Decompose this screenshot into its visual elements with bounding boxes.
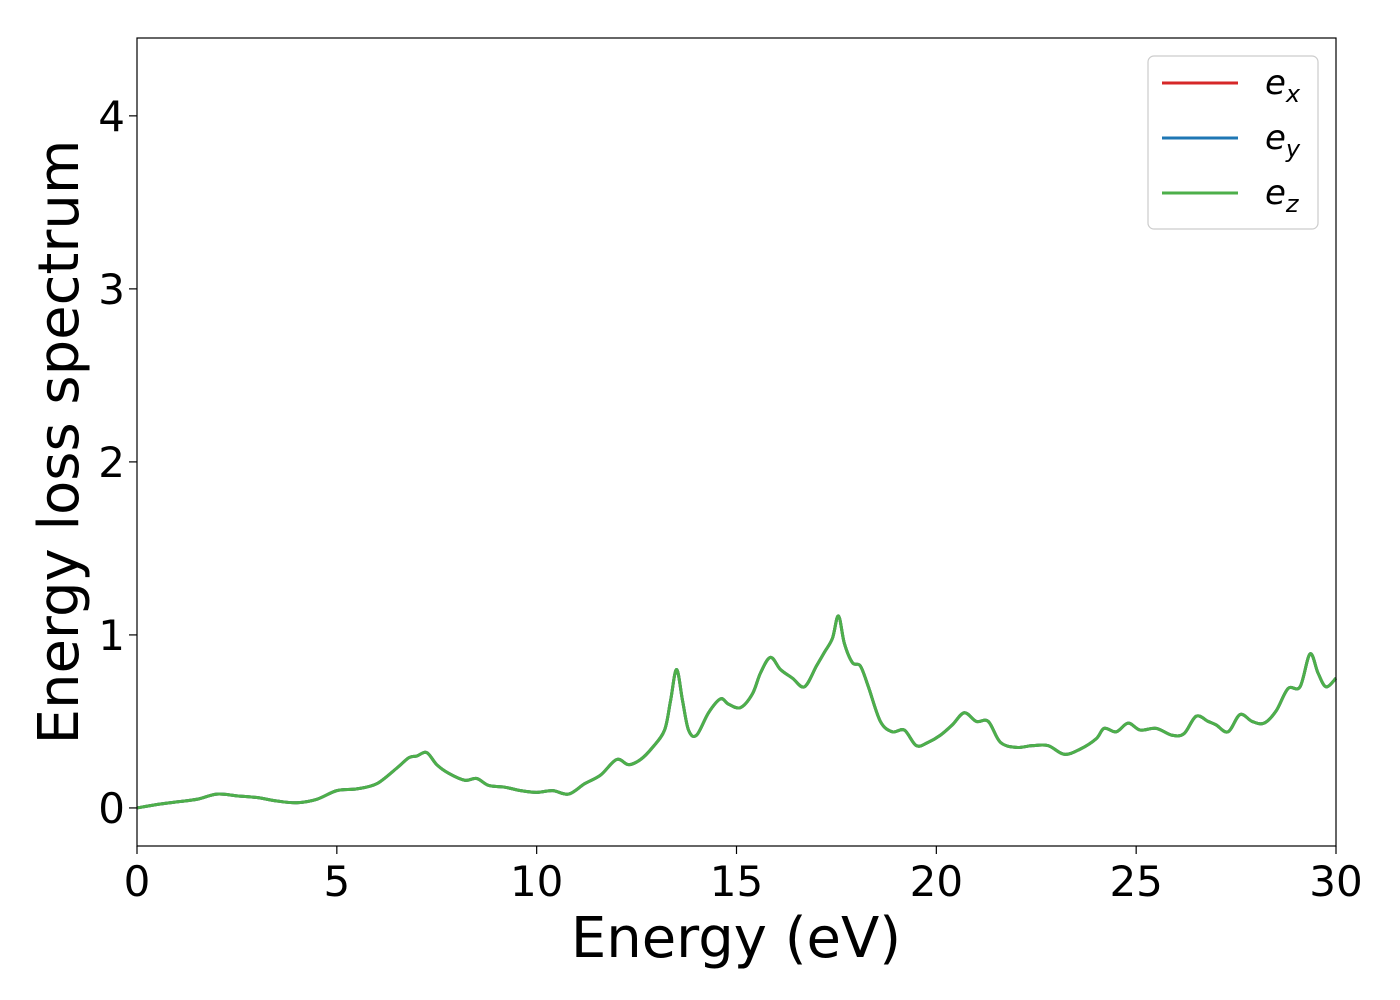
legend: ex ey ez bbox=[1147, 55, 1319, 230]
y-tick-label: 0 bbox=[98, 784, 125, 833]
y-tick-label: 1 bbox=[98, 611, 125, 660]
x-tick-label: 15 bbox=[710, 857, 763, 906]
legend-label-z: ez bbox=[1265, 173, 1300, 218]
x-tick-label: 10 bbox=[510, 857, 563, 906]
legend-label-y: ey bbox=[1265, 118, 1301, 163]
x-axis-label: Energy (eV) bbox=[571, 906, 901, 971]
y-tick-label: 2 bbox=[98, 438, 125, 487]
x-tick-label: 30 bbox=[1309, 857, 1362, 906]
legend-label-x: ex bbox=[1265, 63, 1301, 108]
y-tick-label: 4 bbox=[98, 92, 125, 141]
series-line-ez bbox=[136, 614, 1338, 810]
x-tick-label: 20 bbox=[910, 857, 963, 906]
x-tick-label: 0 bbox=[124, 857, 151, 906]
y-axis: 0 1 2 3 4 bbox=[98, 92, 137, 833]
y-axis-label: Energy loss spectrum bbox=[27, 140, 92, 745]
x-tick-label: 5 bbox=[323, 857, 350, 906]
legend-box bbox=[1147, 55, 1319, 230]
series-layer bbox=[136, 614, 1338, 810]
x-axis: 0 5 10 15 20 25 30 bbox=[124, 846, 1363, 906]
y-tick-label: 3 bbox=[98, 265, 125, 314]
x-tick-label: 25 bbox=[1109, 857, 1162, 906]
plot-background bbox=[137, 38, 1336, 846]
